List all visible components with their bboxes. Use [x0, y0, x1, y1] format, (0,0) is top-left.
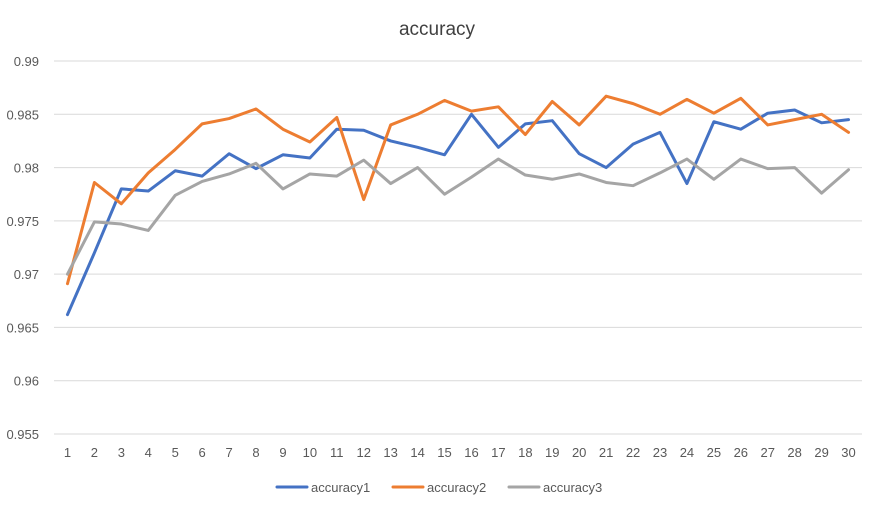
x-tick-label: 11 [330, 445, 344, 460]
x-tick-label: 30 [841, 445, 855, 460]
y-tick-label: 0.975 [6, 214, 39, 229]
x-tick-label: 23 [653, 445, 667, 460]
x-tick-label: 28 [787, 445, 801, 460]
y-tick-label: 0.97 [14, 267, 39, 282]
series-lines [65, 94, 851, 317]
y-tick-label: 0.955 [6, 427, 39, 442]
x-tick-label: 19 [545, 445, 559, 460]
x-tick-label: 18 [518, 445, 532, 460]
chart-title: accuracy [399, 19, 476, 40]
series-line-accuracy2 [65, 94, 851, 286]
y-tick-label: 0.99 [14, 54, 39, 69]
x-tick-label: 7 [225, 445, 232, 460]
y-axis-tick-labels: 0.955 0.96 0.965 0.97 0.975 0.98 0.985 0.99 [6, 54, 39, 442]
x-tick-label: 4 [145, 445, 152, 460]
x-tick-label: 20 [572, 445, 586, 460]
x-tick-label: 9 [279, 445, 286, 460]
x-tick-label: 1 [64, 445, 71, 460]
y-tick-label: 0.98 [14, 161, 39, 176]
x-tick-label: 3 [118, 445, 125, 460]
x-tick-label: 2 [91, 445, 98, 460]
x-tick-label: 24 [680, 445, 694, 460]
legend-item-accuracy1: accuracy1 [275, 480, 370, 495]
x-axis-tick-labels: 1 2 3 4 5 6 7 8 9 10 11 12 13 14 15 16 17 18 19 20 21 22 23 24 2… [64, 445, 856, 460]
x-tick-label: 22 [626, 445, 640, 460]
x-tick-label: 29 [814, 445, 828, 460]
series-line-accuracy1 [65, 108, 851, 317]
x-tick-label: 27 [760, 445, 774, 460]
x-tick-label: 14 [410, 445, 424, 460]
x-tick-label: 26 [734, 445, 748, 460]
x-tick-label: 25 [707, 445, 721, 460]
y-tick-label: 0.96 [14, 374, 39, 389]
x-tick-label: 6 [199, 445, 206, 460]
legend-label: accuracy1 [311, 480, 370, 495]
legend-item-accuracy2: accuracy2 [391, 480, 486, 495]
x-tick-label: 13 [383, 445, 397, 460]
x-tick-label: 5 [172, 445, 179, 460]
x-tick-label: 8 [252, 445, 259, 460]
y-tick-label: 0.965 [6, 320, 39, 335]
series-line-accuracy3 [65, 157, 851, 276]
x-tick-label: 15 [437, 445, 451, 460]
x-tick-label: 21 [599, 445, 613, 460]
legend-item-accuracy3: accuracy3 [507, 480, 602, 495]
x-tick-label: 12 [356, 445, 370, 460]
y-tick-label: 0.985 [6, 107, 39, 122]
legend-label: accuracy2 [427, 480, 486, 495]
gridlines [54, 60, 862, 435]
legend: accuracy1 accuracy2 accuracy3 [275, 480, 602, 495]
legend-label: accuracy3 [543, 480, 602, 495]
x-tick-label: 10 [303, 445, 317, 460]
x-tick-label: 17 [491, 445, 505, 460]
x-tick-label: 16 [464, 445, 478, 460]
